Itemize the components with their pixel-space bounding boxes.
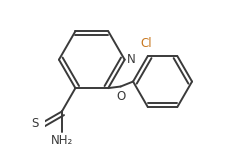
Text: Cl: Cl xyxy=(140,37,151,50)
Text: O: O xyxy=(116,90,125,103)
Text: NH₂: NH₂ xyxy=(50,134,73,147)
Text: S: S xyxy=(31,117,38,130)
Text: N: N xyxy=(126,53,135,66)
